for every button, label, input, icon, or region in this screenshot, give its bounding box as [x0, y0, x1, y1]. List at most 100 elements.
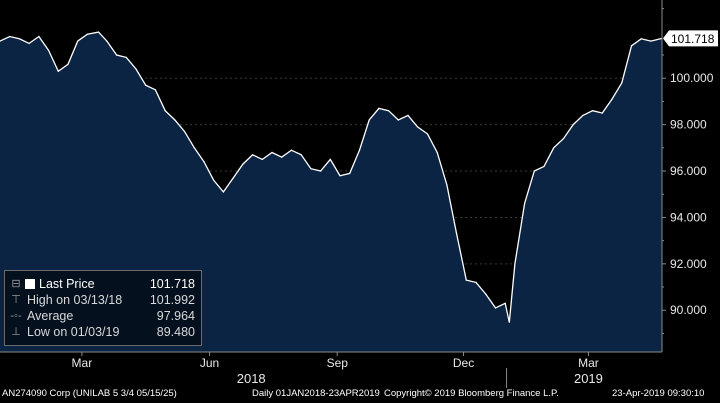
legend-box: ⊟ Last Price 101.718 ⊤ High on 03/13/18 …	[4, 270, 202, 346]
legend-toggle-icon[interactable]: ⊟	[11, 278, 21, 290]
price-point	[417, 126, 419, 128]
price-point	[397, 119, 399, 121]
y-tick-label: 100.000	[670, 71, 714, 85]
price-point	[28, 42, 30, 45]
price-point	[621, 82, 623, 84]
price-point	[387, 110, 390, 112]
price-point	[572, 124, 574, 126]
footer-copyright: Copyright© 2019 Bloomberg Finance L.P.	[384, 388, 559, 399]
price-point	[310, 168, 312, 170]
price-point	[640, 38, 642, 40]
price-point	[67, 63, 69, 65]
legend-value: 97.964	[156, 309, 195, 323]
price-point	[508, 321, 510, 323]
y-tick-label: 98.000	[670, 118, 707, 132]
price-point	[465, 279, 467, 281]
price-point	[601, 112, 603, 114]
legend-item-high[interactable]: ⊤ High on 03/13/18 101.992	[9, 292, 195, 308]
price-point	[242, 163, 244, 165]
price-point	[319, 170, 322, 172]
price-point	[592, 110, 594, 112]
price-point	[135, 68, 137, 70]
price-point	[203, 161, 205, 163]
price-point	[57, 70, 59, 72]
high-marker-icon: ⊤	[11, 294, 21, 306]
price-point	[115, 54, 118, 56]
price-point	[251, 154, 254, 156]
price-point	[290, 149, 293, 151]
price-point	[407, 114, 409, 116]
price-point	[0, 40, 1, 42]
last-price-tag-label: 101.718	[671, 32, 715, 46]
price-point	[358, 149, 361, 151]
price-point	[193, 147, 195, 149]
footer-range: Daily 01JAN2018-23APR2019	[252, 388, 380, 399]
footer-bar: AN274090 Corp (UNILAB 5 3/4 05/15/25) Da…	[2, 388, 718, 402]
legend-value: 101.992	[149, 293, 195, 307]
price-point	[475, 281, 477, 283]
legend-item-last-price[interactable]: ⊟ Last Price 101.718	[9, 276, 195, 292]
price-point	[106, 40, 108, 42]
price-point	[47, 49, 50, 52]
footer-timestamp: 23-Apr-2019 09:30:10	[612, 388, 705, 399]
price-point	[38, 35, 40, 38]
legend-label: Average	[27, 309, 74, 323]
price-point	[562, 137, 565, 140]
price-point	[378, 107, 380, 109]
legend-label: Low on 01/03/19	[27, 325, 120, 339]
price-point	[145, 84, 147, 86]
price-point	[164, 110, 166, 112]
price-point	[9, 35, 11, 38]
legend-label: High on 03/13/18	[27, 293, 123, 307]
average-marker-icon: -◦-	[10, 310, 22, 322]
price-point	[222, 191, 225, 193]
price-point	[261, 158, 263, 161]
price-point	[543, 165, 545, 167]
price-point	[485, 293, 487, 295]
price-point	[174, 119, 176, 121]
price-point	[349, 172, 351, 174]
x-tick-label: Mar	[72, 356, 93, 370]
x-tick-label: Sep	[327, 356, 349, 370]
price-point	[300, 154, 302, 156]
price-point	[426, 133, 429, 135]
price-point	[368, 119, 370, 121]
year-label: 2018	[237, 371, 266, 386]
price-point	[514, 263, 516, 265]
legend-item-average[interactable]: -◦- Average 97.964	[9, 308, 195, 324]
price-point	[183, 131, 186, 133]
y-tick-label: 96.000	[670, 164, 707, 178]
price-point	[18, 38, 21, 40]
low-marker-icon: ⊥	[11, 326, 21, 338]
last-price-tag	[663, 30, 718, 47]
legend-value: 89.480	[156, 325, 195, 339]
price-point	[86, 33, 89, 35]
last-price-swatch	[25, 279, 35, 289]
y-tick-label: 90.000	[670, 303, 707, 317]
price-point	[553, 147, 555, 149]
price-point	[533, 170, 535, 172]
x-tick-label: Mar	[578, 356, 599, 370]
price-point	[524, 202, 526, 205]
price-point	[281, 156, 283, 158]
price-point	[446, 184, 448, 186]
price-point	[504, 302, 506, 304]
price-point	[339, 175, 341, 177]
price-point	[77, 40, 79, 42]
price-point	[455, 233, 458, 235]
price-point	[213, 179, 215, 181]
price-point	[154, 89, 157, 91]
price-point	[582, 114, 584, 116]
price-point	[436, 151, 438, 154]
price-point	[271, 151, 273, 154]
price-point	[494, 307, 497, 309]
legend-item-low[interactable]: ⊥ Low on 01/03/19 89.480	[9, 324, 195, 340]
year-label: 2019	[574, 371, 603, 386]
price-point	[650, 40, 652, 42]
y-tick-label: 92.000	[670, 257, 707, 271]
price-line	[0, 31, 663, 323]
price-point	[97, 31, 100, 33]
price-point	[630, 45, 633, 47]
legend-value: 101.718	[149, 277, 195, 291]
x-tick-label: Dec	[453, 356, 474, 370]
